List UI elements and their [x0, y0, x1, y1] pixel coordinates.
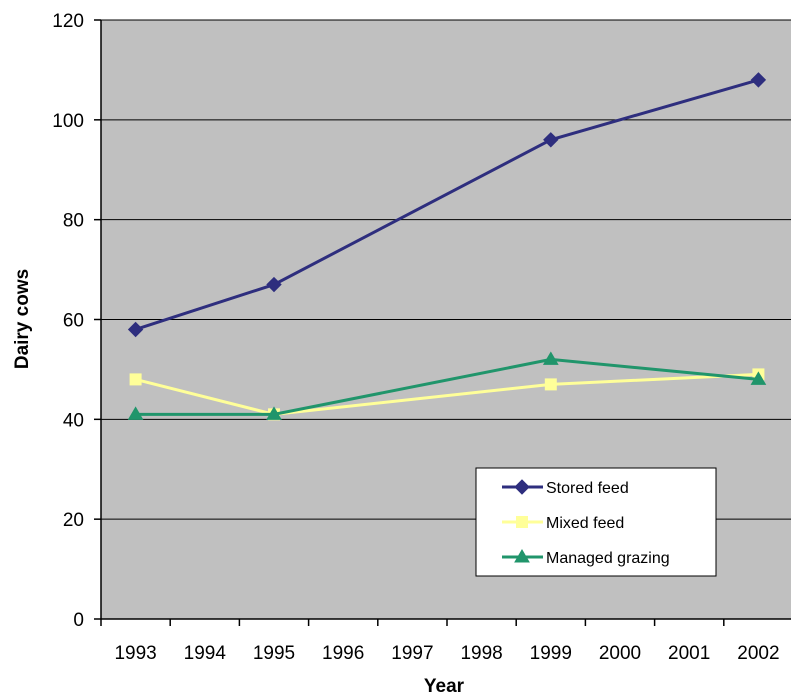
data-point: [543, 132, 559, 148]
x-tick-label: 1996: [322, 643, 364, 664]
x-tick-label: 1997: [391, 643, 433, 664]
series-layer: [127, 72, 767, 421]
legend-entry: Mixed feed: [502, 515, 624, 532]
y-axis-title: Dairy cows: [12, 269, 33, 369]
data-point: [266, 276, 282, 293]
data-point: [129, 373, 142, 386]
y-tick-label: 20: [63, 510, 84, 531]
x-tick-label: 1998: [460, 643, 502, 664]
legend-label: Mixed feed: [546, 515, 624, 532]
legend: Stored feed Mixed feed Managed grazing: [475, 467, 717, 577]
data-point: [750, 72, 767, 88]
legend-entry: Managed grazing: [502, 549, 670, 567]
data-point: [266, 406, 282, 420]
x-tick-label: 2002: [737, 643, 779, 664]
series-line: [135, 357, 759, 416]
data-point: [127, 406, 144, 420]
x-tick-label: 1995: [253, 643, 295, 664]
x-tick-label: 1999: [530, 643, 572, 664]
data-point: [516, 516, 528, 528]
y-tick-label: 60: [63, 311, 84, 332]
y-tick-label: 80: [63, 211, 84, 232]
series-stored-feed: [127, 72, 767, 338]
y-tick-label: 0: [73, 610, 84, 631]
x-tick-label: 1993: [114, 643, 156, 664]
gridlines: [101, 19, 791, 520]
series-line: [135, 78, 759, 331]
series-managed-grazing: [127, 351, 767, 420]
series-line: [135, 372, 759, 416]
y-tick-label: 40: [63, 410, 84, 431]
data-point: [544, 378, 557, 391]
x-axis-title: Year: [424, 676, 465, 697]
y-tick-label: 100: [52, 111, 84, 132]
legend-entry: Stored feed: [502, 479, 629, 497]
data-point: [542, 351, 559, 365]
data-point: [750, 371, 767, 385]
legend-items: Stored feed Mixed feed Managed grazing: [502, 479, 670, 567]
legend-label: Managed grazing: [546, 550, 670, 567]
x-axis-ticks: 1993 1994 1995 1996 1997 1998 1999 2000 2001 2002: [100, 619, 780, 664]
x-tick-label: 2000: [599, 643, 641, 664]
x-tick-label: 2001: [668, 643, 710, 664]
legend-label: Stored feed: [546, 480, 629, 497]
y-tick-label: 120: [52, 11, 84, 32]
data-point: [514, 549, 530, 563]
y-axis-ticks: 0 20 40 60 80 100 120: [52, 11, 101, 631]
x-tick-label: 1994: [184, 643, 227, 664]
data-point: [127, 321, 144, 338]
data-point: [514, 479, 530, 495]
